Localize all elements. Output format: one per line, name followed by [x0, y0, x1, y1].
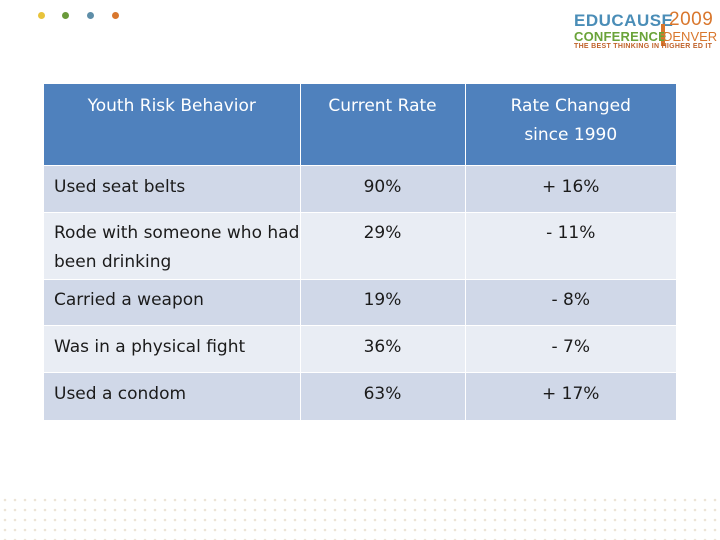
- rate-change-cell: + 17%: [464, 372, 676, 420]
- background-dot-pattern: [0, 494, 720, 540]
- behavior-cell: Was in a physical fight: [44, 325, 300, 373]
- rate-change-cell: - 7%: [464, 325, 676, 373]
- current-rate-cell: 19%: [299, 279, 465, 326]
- current-rate-cell: 90%: [299, 165, 465, 213]
- table-header-row: Youth Risk Behavior Current Rate Rate Ch…: [44, 84, 676, 166]
- current-rate-cell: 63%: [299, 372, 465, 420]
- behavior-cell: Carried a weapon: [44, 279, 300, 326]
- decorative-dots: [38, 12, 138, 22]
- orange-dot-icon: [112, 12, 119, 19]
- table-row: Rode with someone who had been drinking …: [44, 212, 676, 280]
- behavior-cell: Rode with someone who had been drinking: [44, 212, 300, 280]
- logo-brand: EDUCAUSE: [574, 11, 674, 30]
- logo-separator: [661, 24, 665, 46]
- rate-change-cell: + 16%: [464, 165, 676, 213]
- rate-change-cell: - 8%: [464, 279, 676, 326]
- table-row: Carried a weapon 19% - 8%: [44, 279, 676, 326]
- behavior-cell: Used a condom: [44, 372, 300, 420]
- behavior-cell: Used seat belts: [44, 165, 300, 213]
- table-row: Used seat belts 90% + 16%: [44, 165, 676, 213]
- logo-conference: CONFERENCE: [574, 29, 668, 44]
- green-dot-icon: [62, 12, 69, 19]
- table-row: Used a condom 63% + 17%: [44, 372, 676, 420]
- logo-city: DENVER: [663, 29, 718, 44]
- youth-risk-table: Youth Risk Behavior Current Rate Rate Ch…: [44, 84, 676, 420]
- logo-year: 2009: [669, 9, 714, 30]
- header-current-rate: Current Rate: [299, 84, 465, 166]
- table-row: Was in a physical fight 36% - 7%: [44, 325, 676, 373]
- rate-change-cell: - 11%: [464, 212, 676, 280]
- header-rate-change: Rate Changed since 1990: [464, 84, 676, 166]
- current-rate-cell: 36%: [299, 325, 465, 373]
- current-rate-cell: 29%: [299, 212, 465, 280]
- logo-tagline: THE BEST THINKING IN HIGHER ED IT: [574, 43, 713, 50]
- blue-dot-icon: [87, 12, 94, 19]
- yellow-dot-icon: [38, 12, 45, 19]
- educause-logo: EDUCAUSE 2009 CONFERENCE DENVER THE BEST…: [572, 9, 717, 52]
- header-behavior: Youth Risk Behavior: [44, 84, 300, 166]
